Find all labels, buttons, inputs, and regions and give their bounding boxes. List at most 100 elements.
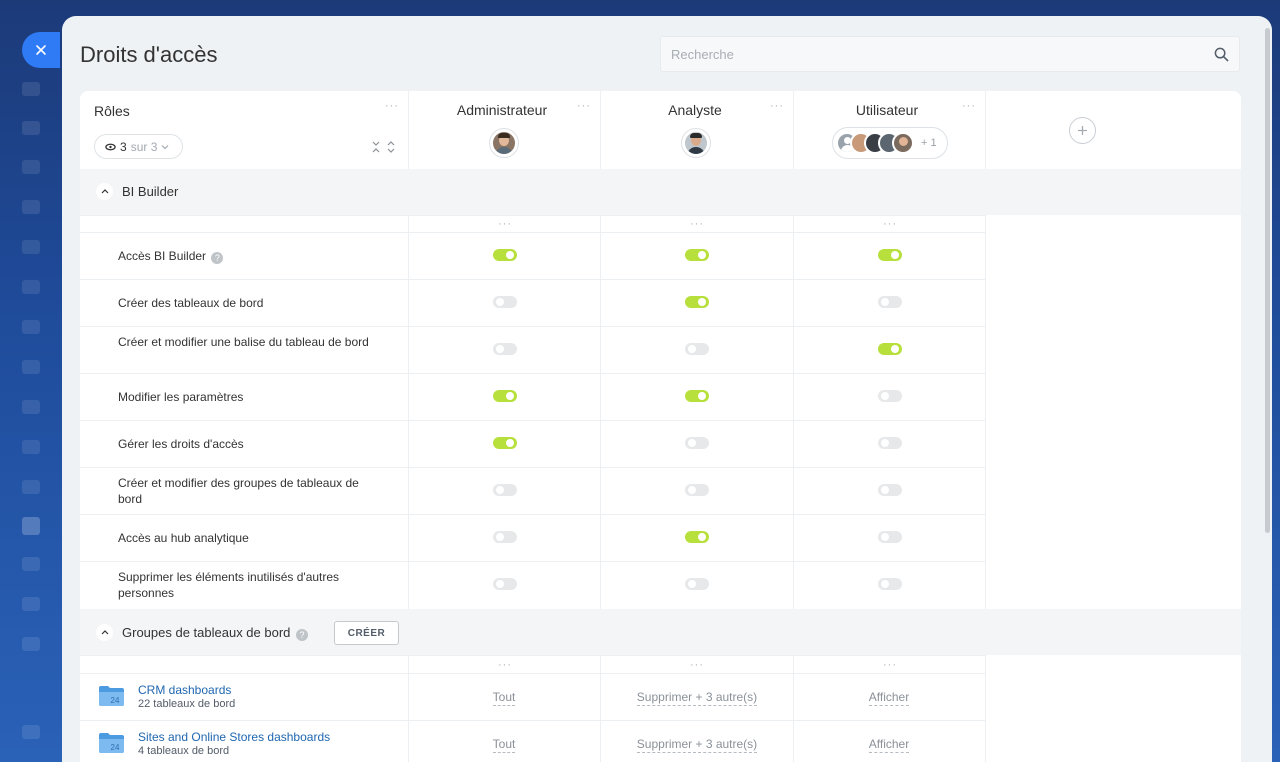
expand-all-icon[interactable]	[386, 141, 396, 153]
collapse-section-button[interactable]	[96, 183, 113, 200]
permission-toggle[interactable]	[493, 296, 517, 308]
access-level-select[interactable]: Supprimer + 3 autre(s)	[636, 737, 758, 753]
sidebar-icon[interactable]	[22, 725, 40, 739]
role-name-administrateur: Administrateur	[456, 102, 548, 118]
column-divider	[600, 91, 601, 169]
permission-toggle[interactable]	[685, 343, 709, 355]
column-divider	[408, 215, 409, 609]
row-divider	[80, 467, 985, 468]
column-divider	[985, 215, 986, 609]
permission-toggle[interactable]	[878, 390, 902, 402]
permission-toggle[interactable]	[685, 390, 709, 402]
collapse-all-icon[interactable]	[371, 141, 381, 153]
column-menu-button[interactable]: ···	[498, 218, 512, 230]
roles-filter-pill[interactable]: 3 sur 3	[94, 134, 183, 159]
help-icon[interactable]: ?	[296, 629, 309, 641]
sidebar-icon[interactable]	[22, 240, 40, 254]
avatar[interactable]	[489, 128, 519, 158]
permission-toggle[interactable]	[685, 437, 709, 449]
access-level-select[interactable]: Supprimer + 3 autre(s)	[636, 690, 758, 706]
permission-toggle[interactable]	[685, 296, 709, 308]
permission-label: Créer et modifier des groupes de tableau…	[118, 476, 359, 506]
permission-label: Supprimer les éléments inutilisés d'autr…	[118, 570, 340, 600]
permission-label: Modifier les paramètres	[118, 390, 244, 404]
search-input[interactable]	[661, 37, 1239, 71]
left-sidebar	[0, 0, 62, 762]
permission-toggle[interactable]	[493, 390, 517, 402]
sidebar-icon[interactable]	[22, 280, 40, 294]
column-divider	[793, 91, 794, 169]
column-menu-button[interactable]: ···	[498, 659, 512, 671]
permission-toggle[interactable]	[493, 249, 517, 261]
permission-toggle[interactable]	[878, 578, 902, 590]
row-divider	[80, 720, 985, 721]
permission-toggle[interactable]	[493, 531, 517, 543]
sidebar-icon[interactable]	[22, 160, 40, 174]
access-level-select[interactable]: Tout	[492, 737, 516, 753]
group-name-link[interactable]: Sites and Online Stores dashboards	[138, 730, 331, 744]
sidebar-icon[interactable]	[22, 440, 40, 454]
access-level-select[interactable]: Tout	[492, 690, 516, 706]
collapse-section-button[interactable]	[96, 624, 113, 641]
column-menu-button[interactable]: ···	[690, 218, 704, 230]
sidebar-icon[interactable]	[22, 82, 40, 96]
row-divider	[80, 514, 985, 515]
sidebar-icon[interactable]	[22, 121, 40, 135]
permission-toggle[interactable]	[878, 437, 902, 449]
column-menu-button[interactable]: ···	[883, 218, 897, 230]
permission-toggle[interactable]	[878, 343, 902, 355]
permission-toggle[interactable]	[493, 578, 517, 590]
permission-toggle[interactable]	[493, 343, 517, 355]
avatar[interactable]	[681, 128, 711, 158]
permission-toggle[interactable]	[878, 531, 902, 543]
search-icon[interactable]	[1214, 47, 1229, 62]
sidebar-icon[interactable]	[22, 320, 40, 334]
permission-toggle[interactable]	[878, 484, 902, 496]
create-group-button[interactable]: CRÉER	[334, 621, 399, 645]
section-title: Groupes de tableaux de bord ?	[122, 625, 309, 641]
role-menu-button[interactable]: ···	[962, 100, 976, 112]
permission-toggle[interactable]	[493, 437, 517, 449]
role-menu-button[interactable]: ···	[577, 100, 591, 112]
column-menu-button[interactable]: ···	[690, 659, 704, 671]
access-level-select[interactable]: Afficher	[868, 690, 910, 706]
sidebar-icon[interactable]	[22, 557, 40, 571]
permission-toggle[interactable]	[493, 484, 517, 496]
group-count: 4 tableaux de bord	[138, 745, 230, 757]
scrollbar[interactable]	[1265, 28, 1270, 533]
permission-label: Accès au hub analytique	[118, 531, 249, 545]
filter-count: 3	[120, 139, 127, 154]
add-role-button[interactable]	[1069, 117, 1096, 144]
permission-label: Accès BI Builder ?	[118, 248, 380, 264]
user-avatars-group[interactable]: + 1	[832, 127, 948, 159]
roles-menu-button[interactable]: ···	[385, 100, 399, 112]
sidebar-icon[interactable]	[22, 200, 40, 214]
column-menu-button[interactable]: ···	[883, 659, 897, 671]
group-name-link[interactable]: CRM dashboards	[138, 683, 232, 697]
permission-toggle[interactable]	[878, 249, 902, 261]
sidebar-icon-active[interactable]	[22, 517, 40, 535]
row-divider	[80, 420, 985, 421]
help-icon[interactable]: ?	[211, 252, 224, 264]
role-menu-button[interactable]: ···	[770, 100, 784, 112]
close-button[interactable]	[22, 32, 60, 68]
permission-toggle[interactable]	[685, 249, 709, 261]
sidebar-icon[interactable]	[22, 637, 40, 651]
permission-toggle[interactable]	[685, 578, 709, 590]
access-level-select[interactable]: Afficher	[868, 737, 910, 753]
page-title: Droits d'accès	[80, 42, 218, 67]
roles-title: Rôles	[94, 103, 130, 119]
permission-toggle[interactable]	[685, 531, 709, 543]
sidebar-icon[interactable]	[22, 400, 40, 414]
column-divider	[600, 655, 601, 762]
permission-toggle[interactable]	[878, 296, 902, 308]
section-header-bi-builder[interactable]	[80, 169, 1241, 215]
sidebar-icon[interactable]	[22, 597, 40, 611]
permission-toggle[interactable]	[685, 484, 709, 496]
permission-label: Créer et modifier une balise du tableau …	[118, 335, 369, 349]
sidebar-icon[interactable]	[22, 480, 40, 494]
plus-icon	[1078, 126, 1087, 135]
permission-label: Gérer les droits d'accès	[118, 437, 244, 451]
section-header-dashboard-groups[interactable]	[80, 609, 1241, 655]
sidebar-icon[interactable]	[22, 360, 40, 374]
